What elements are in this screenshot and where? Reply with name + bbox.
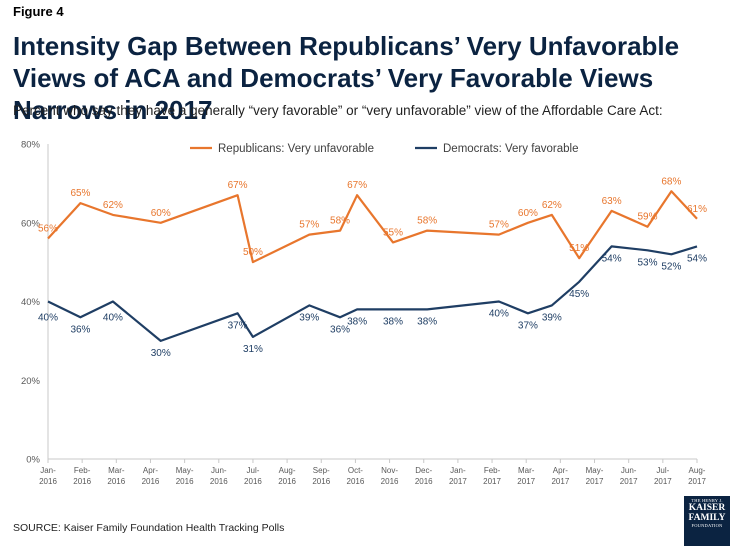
democrats-data-label: 38% — [347, 316, 367, 327]
republicans-data-label: 59% — [637, 212, 657, 223]
logo-line-top: THE HENRY J. — [691, 498, 723, 503]
chart-title: Intensity Gap Between Republicans’ Very … — [13, 31, 680, 125]
x-tick-label: May-2017 — [586, 466, 604, 486]
democrats-data-label: 37% — [518, 320, 538, 331]
republicans-data-label: 57% — [299, 220, 319, 231]
democrats-data-label: 54% — [687, 253, 707, 264]
y-tick-label: 40% — [21, 297, 41, 308]
logo-line-foundation: FOUNDATION — [691, 523, 723, 528]
democrats-data-label: 40% — [38, 313, 58, 324]
x-tick-label: Mar-2017 — [517, 466, 535, 486]
x-tick-label: Feb-2016 — [73, 466, 91, 486]
republicans-data-label: 62% — [103, 200, 123, 211]
republicans-data-label: 57% — [489, 220, 509, 231]
republicans-data-label: 61% — [687, 204, 707, 215]
figure-label: Figure 4 — [13, 4, 64, 19]
x-tick-label: Oct-2016 — [347, 466, 365, 486]
democrats-data-label: 52% — [661, 261, 681, 272]
democrats-data-label: 31% — [243, 344, 263, 355]
logo-line-kaiser: KAISER — [688, 503, 726, 513]
x-tick-label: Sep-2016 — [312, 466, 330, 486]
republicans-data-label: 63% — [602, 196, 622, 207]
x-tick-label: Jul-2017 — [654, 466, 672, 486]
x-tick-label: Aug-2017 — [688, 466, 706, 486]
x-tick-label: Mar-2016 — [107, 466, 125, 486]
democrats-line — [47, 245, 698, 342]
democrats-data-label: 37% — [228, 320, 248, 331]
republicans-data-label: 62% — [542, 200, 562, 211]
republicans-data-label: 50% — [243, 247, 263, 258]
republicans-data-label: 65% — [70, 188, 90, 199]
democrats-data-label: 54% — [602, 253, 622, 264]
line-chart: 0% 20% 40% 60% 80% Jan-2016 Feb-2016 Mar-2016 Ap… — [21, 140, 707, 487]
logo-line-family: FAMILY — [688, 513, 726, 523]
x-tick-label: Apr-2016 — [142, 466, 160, 486]
democrats-data-label: 39% — [542, 312, 562, 323]
republicans-data-label: 56% — [38, 224, 58, 235]
democrats-data-label: 38% — [383, 316, 403, 327]
democrats-data-label: 40% — [489, 309, 509, 320]
democrats-data-label: 45% — [569, 289, 589, 300]
y-tick-label: 60% — [21, 218, 41, 229]
republicans-data-label: 68% — [661, 176, 681, 187]
x-tick-label: Nov-2016 — [381, 466, 399, 486]
x-tick-label: Jun-2016 — [210, 466, 228, 486]
republicans-data-label: 58% — [330, 216, 350, 227]
democrats-data-label: 38% — [417, 316, 437, 327]
democrats-data-label: 39% — [299, 312, 319, 323]
x-tick-label: Jul-2016 — [244, 466, 262, 486]
republicans-data-label: 67% — [347, 180, 367, 191]
x-tick-label: Jan-2016 — [39, 466, 57, 486]
legend-label-republicans: Republicans: Very unfavorable — [218, 143, 374, 155]
x-tick-label: Dec-2016 — [415, 466, 433, 486]
democrats-data-label: 53% — [637, 257, 657, 268]
republicans-data-label: 55% — [383, 227, 403, 238]
x-tick-label: Feb-2017 — [483, 466, 501, 486]
democrats-data-label: 36% — [330, 324, 350, 335]
x-tick-label: Jan-2017 — [449, 466, 467, 486]
chart-subtitle: Percent who say they have a generally “v… — [13, 103, 663, 118]
republicans-data-label: 51% — [569, 243, 589, 254]
republicans-data-label: 58% — [417, 216, 437, 227]
democrats-data-label: 40% — [103, 313, 123, 324]
kff-logo: THE HENRY J. KAISER FAMILY FOUNDATION — [684, 496, 730, 546]
y-tick-label: 80% — [21, 140, 41, 151]
republicans-line — [47, 190, 698, 264]
y-tick-label: 0% — [26, 455, 40, 466]
x-tick-label: Aug-2016 — [278, 466, 296, 486]
x-tick-label: Jun-2017 — [620, 466, 638, 486]
y-tick-label: 20% — [21, 376, 41, 387]
democrats-data-label: 36% — [70, 324, 90, 335]
republicans-data-label: 67% — [228, 180, 248, 191]
republicans-data-label: 60% — [518, 208, 538, 219]
x-tick-label: May-2016 — [176, 466, 194, 486]
democrats-data-label: 30% — [151, 348, 171, 359]
republicans-data-label: 60% — [151, 208, 171, 219]
x-tick-label: Apr-2017 — [551, 466, 569, 486]
source-note: SOURCE: Kaiser Family Foundation Health … — [13, 522, 285, 534]
legend-label-democrats: Democrats: Very favorable — [443, 143, 579, 155]
